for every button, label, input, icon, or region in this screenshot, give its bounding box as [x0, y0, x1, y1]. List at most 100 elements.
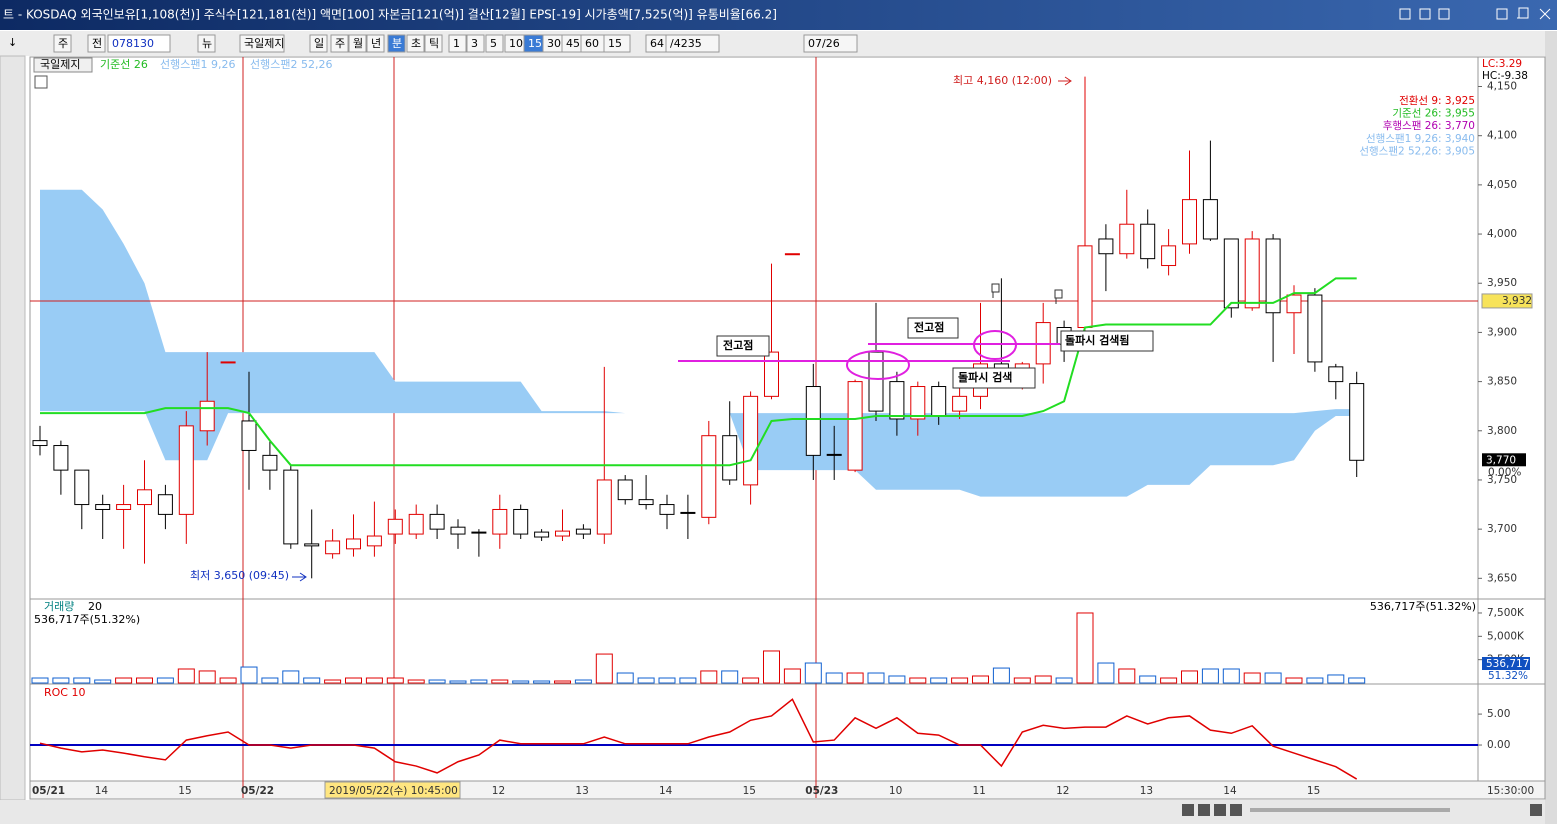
candle-body: [346, 538, 361, 550]
toolbar-label: 078130: [112, 37, 154, 50]
x-tick-label: 14: [1223, 785, 1237, 797]
volume-last-label: 536,717: [1486, 658, 1529, 670]
legend-span2: 선행스팬2 52,26: [250, 58, 332, 71]
y-tick-label: 7,500K: [1487, 607, 1525, 619]
volume-bar: [261, 677, 279, 684]
x-tick-label: 12: [1056, 785, 1069, 797]
toolbar-button[interactable]: [665, 34, 720, 53]
toolbar-label: 초: [411, 37, 421, 50]
x-tick-label: 13: [1140, 785, 1153, 797]
candle-body: [95, 504, 111, 510]
cursor-box: [324, 781, 461, 799]
candle-body: [513, 508, 529, 535]
volume-bar: [449, 680, 467, 684]
toolbar-label: 일: [314, 36, 324, 50]
toolbar-button[interactable]: [348, 34, 367, 53]
x-tick-label: 05/22: [241, 785, 274, 797]
candle-body: [952, 395, 968, 412]
volume-bar: [1139, 675, 1157, 684]
toolbar-button[interactable]: [485, 34, 504, 53]
candle-body: [1119, 223, 1135, 255]
volume-bar: [1076, 612, 1094, 684]
y-tick-label: 4,100: [1487, 130, 1517, 142]
toolbar-label: 45: [566, 37, 580, 50]
volume-bar: [1160, 677, 1178, 684]
toolbar-button[interactable]: [107, 34, 171, 53]
toolbar-button[interactable]: [239, 34, 285, 53]
volume-bar: [386, 677, 404, 684]
volume-bar: [1306, 677, 1324, 684]
x-tick-label: 14: [659, 785, 673, 797]
volume-summary: 536,717주(51.32%): [1370, 600, 1476, 613]
volume-bar: [1222, 668, 1240, 684]
y-tick-label: 4,050: [1487, 179, 1517, 191]
volume-title: 거래량: [44, 600, 74, 613]
last-price-box: [1482, 453, 1526, 467]
plot-layer: [30, 76, 1478, 780]
note-boxes: [716, 317, 1154, 389]
window-controls[interactable]: [1399, 7, 1551, 20]
candle-body: [1182, 199, 1197, 245]
candle-body: [805, 386, 821, 456]
volume-bar: [365, 677, 383, 684]
nav-buttons[interactable]: [1182, 804, 1542, 816]
volume-bar: [783, 668, 801, 684]
candle-body: [137, 489, 152, 506]
toolbar-button[interactable]: [448, 34, 467, 53]
volume-bar: [136, 677, 153, 684]
toolbar-button[interactable]: [803, 34, 858, 53]
scrollbar[interactable]: [1545, 31, 1557, 824]
volume-bar: [428, 679, 446, 684]
toolbar-label: 15: [528, 37, 542, 50]
toolbar-label: 64: [650, 37, 664, 50]
x-tick-label: 15: [1307, 785, 1320, 797]
indicator-legend: 선행스팬2 52,26: 3,905: [1359, 145, 1475, 157]
note: 전고점: [723, 338, 753, 352]
toolbar-button[interactable]: [387, 34, 406, 53]
candle-body: [722, 435, 738, 481]
volume-bar: [240, 666, 258, 684]
calc-icon[interactable]: [34, 75, 48, 89]
toolbar-button[interactable]: [406, 34, 425, 53]
volume-bar: [972, 675, 989, 684]
candle-body: [889, 381, 905, 420]
toolbar-label: 15: [608, 37, 622, 50]
indicator-legend: 후행스팬 26: 3,770: [1383, 120, 1475, 132]
volume-bar: [1327, 674, 1345, 684]
roc-line: [39, 698, 1358, 780]
toolbar-button[interactable]: [53, 34, 72, 53]
volume-bar: [533, 680, 551, 684]
left-button[interactable]: ↓: [8, 36, 17, 49]
toolbar-button[interactable]: [330, 34, 349, 53]
candle-body: [847, 381, 863, 471]
toolbar-label: 60: [585, 37, 599, 50]
toolbar-button[interactable]: [87, 34, 106, 53]
toolbar-button[interactable]: [366, 34, 385, 53]
x-tick-label: 12: [492, 785, 505, 797]
toolbar-button[interactable]: [309, 34, 328, 53]
y-tick-label: 5.00: [1487, 708, 1510, 720]
toolbar-button[interactable]: [603, 34, 631, 53]
candle-body: [701, 435, 717, 518]
toolbar: [0, 31, 1557, 56]
volume-bar: [616, 672, 634, 684]
stock-name: 국일제지: [40, 57, 80, 71]
toolbar-label: 07/26: [808, 37, 840, 50]
toolbar-button[interactable]: [424, 34, 443, 53]
toolbar-button[interactable]: [197, 34, 216, 53]
x-tick-label: 10: [889, 785, 902, 797]
candle-body: [325, 540, 341, 555]
volume-ratio-label: 51.32%: [1488, 670, 1528, 682]
candle-body: [157, 494, 173, 515]
volume-bar: [574, 679, 592, 684]
y-tick-label: 5,000K: [1487, 630, 1525, 642]
toolbar-button[interactable]: [466, 34, 485, 53]
toolbar-label: 년: [371, 37, 381, 50]
candle-body: [575, 528, 591, 535]
candle-body: [596, 479, 612, 535]
y-tick-label: 4,150: [1487, 81, 1517, 93]
candle-body: [32, 440, 48, 447]
toolbar-label: 10: [509, 37, 523, 50]
candle-body: [262, 454, 278, 471]
